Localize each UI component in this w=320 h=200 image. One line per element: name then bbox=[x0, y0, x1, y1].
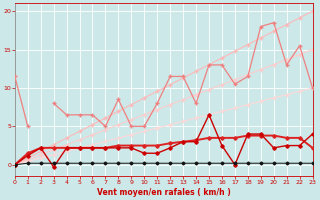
X-axis label: Vent moyen/en rafales ( km/h ): Vent moyen/en rafales ( km/h ) bbox=[97, 188, 230, 197]
